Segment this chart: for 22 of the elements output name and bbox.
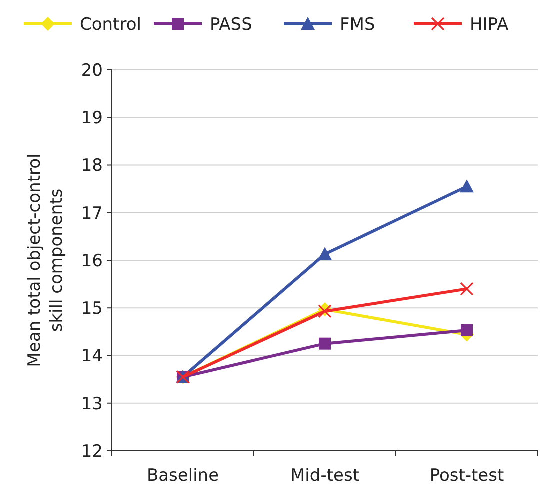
- y-tick-label: 19: [81, 108, 103, 129]
- point: [460, 282, 474, 296]
- legend-label: HIPA: [470, 14, 509, 35]
- legend-label: PASS: [210, 14, 252, 35]
- y-tick-label: 13: [81, 394, 103, 414]
- point: [319, 338, 331, 350]
- legend-label: FMS: [340, 14, 376, 35]
- y-tick-label: 15: [81, 299, 103, 320]
- legend-label: Control: [80, 14, 142, 35]
- point: [460, 180, 474, 193]
- y-tick-label: 12: [81, 442, 103, 462]
- x-tick-label: Baseline: [146, 466, 220, 486]
- y-tick-label: 18: [81, 156, 103, 176]
- point: [318, 247, 332, 260]
- y-axis-title: Mean total object-control skill components: [25, 154, 67, 368]
- y-tick-label: 17: [81, 204, 103, 224]
- y-tick-label: 16: [81, 251, 103, 272]
- x-tick-label: Mid-test: [290, 466, 360, 486]
- x-tick-label: Post-test: [430, 466, 505, 486]
- point: [461, 324, 473, 337]
- y-tick-label: 14: [81, 346, 103, 367]
- y-tick-label: 20: [81, 60, 103, 81]
